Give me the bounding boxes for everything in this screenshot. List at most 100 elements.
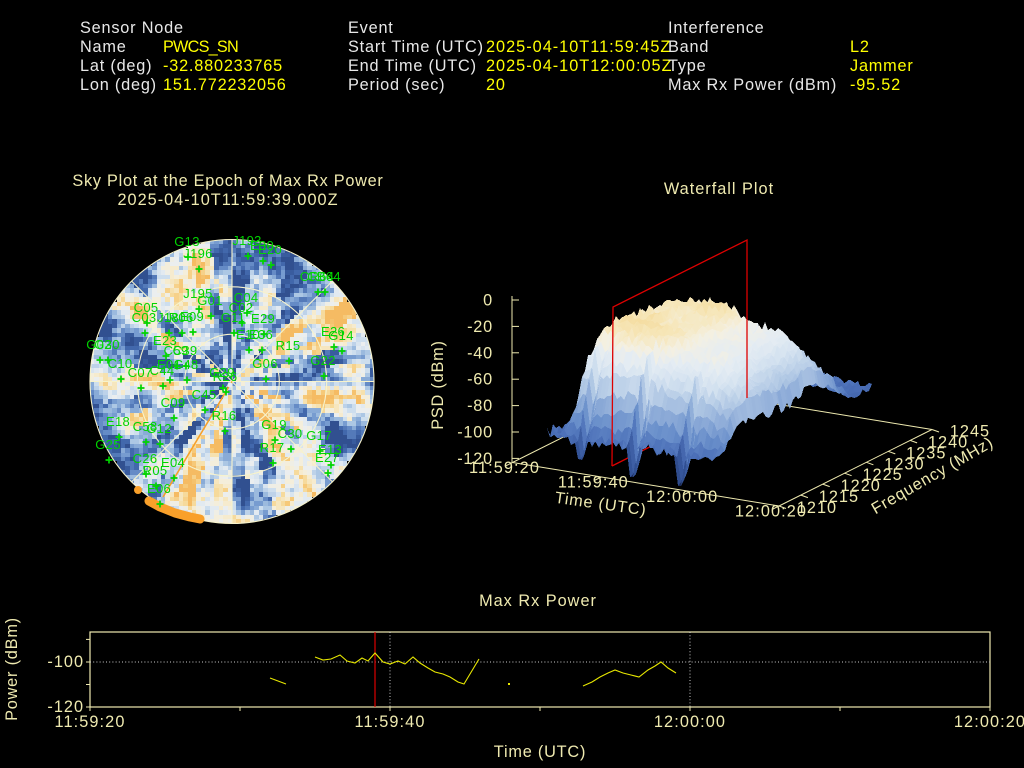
svg-text:1225: 1225 bbox=[862, 466, 902, 484]
svg-text:E30: E30 bbox=[250, 238, 274, 253]
svg-text:2025-04-10T11:59:39.000Z: 2025-04-10T11:59:39.000Z bbox=[117, 191, 338, 209]
svg-text:-100: -100 bbox=[47, 653, 84, 671]
svg-text:Waterfall Plot: Waterfall Plot bbox=[664, 180, 774, 198]
svg-text:Start Time (UTC): Start Time (UTC) bbox=[348, 38, 484, 56]
svg-text:G25: G25 bbox=[95, 437, 120, 452]
svg-text:151.772232056: 151.772232056 bbox=[163, 76, 287, 94]
svg-text:J18: J18 bbox=[157, 310, 179, 325]
svg-text:Name: Name bbox=[80, 38, 127, 56]
svg-text:-120: -120 bbox=[457, 450, 493, 468]
svg-text:R17: R17 bbox=[260, 440, 285, 455]
svg-text:G01: G01 bbox=[197, 293, 222, 308]
svg-text:12:00:00: 12:00:00 bbox=[654, 713, 726, 731]
svg-text:R26: R26 bbox=[213, 369, 238, 384]
svg-text:2025-04-10T12:00:05Z: 2025-04-10T12:00:05Z bbox=[486, 57, 673, 75]
svg-text:G06: G06 bbox=[252, 356, 277, 371]
svg-text:Interference: Interference bbox=[668, 19, 764, 37]
svg-text:1235: 1235 bbox=[906, 444, 946, 462]
svg-text:0: 0 bbox=[483, 292, 493, 310]
svg-text:J195: J195 bbox=[183, 286, 212, 301]
svg-text:Max Rx Power (dBm): Max Rx Power (dBm) bbox=[668, 76, 837, 94]
svg-text:-100: -100 bbox=[457, 424, 493, 442]
svg-text:1210: 1210 bbox=[797, 499, 837, 517]
svg-text:C45: C45 bbox=[192, 387, 217, 402]
svg-text:C30: C30 bbox=[278, 426, 303, 441]
svg-text:G02: G02 bbox=[86, 337, 111, 352]
svg-text:R06: R06 bbox=[169, 310, 194, 325]
svg-text:E01: E01 bbox=[157, 357, 181, 372]
svg-text:Jammer: Jammer bbox=[850, 57, 914, 75]
svg-text:E13: E13 bbox=[318, 442, 342, 457]
svg-text:G19: G19 bbox=[261, 417, 286, 432]
svg-text:Time (UTC): Time (UTC) bbox=[494, 743, 586, 761]
svg-text:12:00:20: 12:00:20 bbox=[735, 503, 807, 521]
svg-text:E09: E09 bbox=[180, 309, 204, 324]
svg-text:L2: L2 bbox=[850, 38, 870, 56]
svg-text:Sensor Node: Sensor Node bbox=[80, 19, 184, 37]
svg-text:E04: E04 bbox=[161, 455, 185, 470]
svg-text:Period (sec): Period (sec) bbox=[348, 76, 445, 94]
svg-text:-40: -40 bbox=[467, 344, 493, 362]
svg-text:E10: E10 bbox=[236, 327, 260, 342]
svg-text:C39: C39 bbox=[173, 343, 198, 358]
svg-text:R16: R16 bbox=[212, 408, 237, 423]
svg-text:C03: C03 bbox=[132, 310, 157, 325]
svg-text:11:59:40: 11:59:40 bbox=[355, 713, 426, 731]
svg-text:-95.52: -95.52 bbox=[850, 76, 901, 94]
svg-text:Max Rx Power: Max Rx Power bbox=[479, 592, 597, 610]
svg-text:E20: E20 bbox=[258, 242, 282, 257]
svg-text:Power (dBm): Power (dBm) bbox=[3, 617, 21, 721]
svg-text:C44: C44 bbox=[150, 363, 175, 378]
svg-text:G22: G22 bbox=[310, 353, 335, 368]
svg-text:C05: C05 bbox=[134, 300, 159, 315]
svg-text:Sky Plot at the Epoch of Max R: Sky Plot at the Epoch of Max Rx Power bbox=[72, 172, 383, 190]
svg-text:E06: E06 bbox=[147, 481, 171, 496]
svg-text:PWCS_SN: PWCS_SN bbox=[163, 38, 238, 56]
svg-text:G11: G11 bbox=[221, 310, 246, 325]
svg-text:-120: -120 bbox=[47, 698, 84, 716]
svg-text:C48: C48 bbox=[174, 357, 199, 372]
svg-text:11:59:40: 11:59:40 bbox=[558, 474, 629, 492]
svg-text:1245: 1245 bbox=[950, 423, 990, 441]
svg-text:Lat (deg): Lat (deg) bbox=[80, 57, 152, 75]
svg-text:C26: C26 bbox=[133, 451, 158, 466]
svg-text:12:00:00: 12:00:00 bbox=[646, 488, 718, 506]
svg-text:20: 20 bbox=[486, 76, 506, 94]
svg-text:11:59:20: 11:59:20 bbox=[55, 713, 126, 731]
svg-text:G29: G29 bbox=[209, 365, 234, 380]
svg-text:1220: 1220 bbox=[841, 477, 881, 495]
svg-text:-60: -60 bbox=[467, 371, 493, 389]
svg-text:E18: E18 bbox=[106, 414, 130, 429]
svg-text:G13: G13 bbox=[174, 234, 199, 249]
svg-text:1230: 1230 bbox=[884, 455, 924, 473]
svg-text:PSD (dBm): PSD (dBm) bbox=[429, 340, 447, 430]
svg-text:C04: C04 bbox=[234, 290, 259, 305]
svg-text:E36: E36 bbox=[249, 327, 273, 342]
svg-text:G17: G17 bbox=[306, 428, 331, 443]
svg-text:12:00:20: 12:00:20 bbox=[954, 713, 1024, 731]
svg-text:E23: E23 bbox=[153, 333, 177, 348]
svg-text:E29: E29 bbox=[251, 311, 275, 326]
svg-text:1215: 1215 bbox=[819, 488, 859, 506]
svg-text:G12: G12 bbox=[146, 421, 171, 436]
svg-text:E26: E26 bbox=[321, 324, 345, 339]
svg-text:CB64: CB64 bbox=[307, 269, 341, 284]
svg-text:Event: Event bbox=[348, 19, 394, 37]
svg-text:Band: Band bbox=[668, 38, 709, 56]
svg-text:-32.880233765: -32.880233765 bbox=[163, 57, 283, 75]
svg-text:C58: C58 bbox=[133, 419, 158, 434]
svg-text:C07: C07 bbox=[128, 365, 153, 380]
svg-text:C09: C09 bbox=[161, 395, 186, 410]
svg-text:G14: G14 bbox=[328, 328, 353, 343]
svg-text:R15: R15 bbox=[276, 338, 301, 353]
svg-text:-80: -80 bbox=[467, 397, 493, 415]
svg-text:R05: R05 bbox=[143, 463, 168, 478]
svg-text:E27: E27 bbox=[315, 450, 339, 465]
svg-text:CR64: CR64 bbox=[300, 269, 334, 284]
svg-text:Type: Type bbox=[668, 57, 707, 75]
svg-text:Lon (deg): Lon (deg) bbox=[80, 76, 157, 94]
svg-text:1240: 1240 bbox=[928, 433, 968, 451]
svg-text:J193: J193 bbox=[232, 233, 261, 248]
svg-text:-20: -20 bbox=[467, 318, 493, 336]
svg-text:G30: G30 bbox=[94, 337, 119, 352]
